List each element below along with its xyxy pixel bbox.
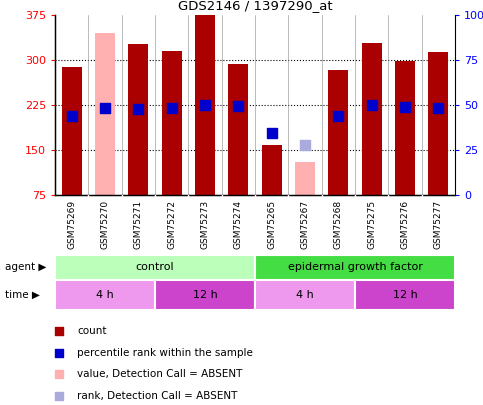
Point <box>55 328 63 335</box>
Text: percentile rank within the sample: percentile rank within the sample <box>77 348 253 358</box>
Text: agent ▶: agent ▶ <box>5 262 46 273</box>
Text: control: control <box>136 262 174 273</box>
Bar <box>155 280 255 310</box>
Bar <box>362 43 382 195</box>
Text: GSM75274: GSM75274 <box>234 200 243 249</box>
Point <box>201 102 209 108</box>
Text: GSM75276: GSM75276 <box>400 200 410 249</box>
Bar <box>62 67 82 195</box>
Bar <box>55 255 255 280</box>
Bar <box>395 61 415 195</box>
Text: GSM75271: GSM75271 <box>134 200 143 249</box>
Text: GSM75277: GSM75277 <box>434 200 443 249</box>
Point <box>68 113 75 119</box>
Bar <box>128 44 148 195</box>
Point <box>301 142 309 149</box>
Text: GSM75275: GSM75275 <box>367 200 376 249</box>
Text: 12 h: 12 h <box>393 290 417 300</box>
Point <box>134 106 142 113</box>
Text: rank, Detection Call = ABSENT: rank, Detection Call = ABSENT <box>77 391 237 401</box>
Text: GSM75269: GSM75269 <box>67 200 76 249</box>
Text: 4 h: 4 h <box>96 290 114 300</box>
Title: GDS2146 / 1397290_at: GDS2146 / 1397290_at <box>178 0 332 13</box>
Point <box>101 105 109 111</box>
Text: GSM75267: GSM75267 <box>300 200 310 249</box>
Point <box>55 393 63 399</box>
Point <box>368 102 375 108</box>
Bar <box>162 51 182 195</box>
Bar <box>95 33 115 195</box>
Point <box>168 105 175 111</box>
Text: value, Detection Call = ABSENT: value, Detection Call = ABSENT <box>77 369 242 379</box>
Point <box>401 104 409 110</box>
Text: GSM75268: GSM75268 <box>334 200 343 249</box>
Point <box>435 105 442 111</box>
Point <box>268 130 275 136</box>
Point <box>334 113 342 119</box>
Bar <box>355 280 455 310</box>
Bar <box>428 52 448 195</box>
Bar <box>295 162 315 195</box>
Point <box>55 350 63 356</box>
Bar <box>255 280 355 310</box>
Bar <box>255 255 455 280</box>
Bar <box>55 280 155 310</box>
Text: GSM75265: GSM75265 <box>267 200 276 249</box>
Bar <box>328 70 348 195</box>
Bar <box>262 145 282 195</box>
Text: epidermal growth factor: epidermal growth factor <box>287 262 423 273</box>
Text: count: count <box>77 326 106 336</box>
Bar <box>195 15 215 195</box>
Point <box>55 371 63 377</box>
Bar <box>228 64 248 195</box>
Point <box>234 103 242 109</box>
Text: 4 h: 4 h <box>296 290 314 300</box>
Text: GSM75270: GSM75270 <box>100 200 110 249</box>
Text: time ▶: time ▶ <box>5 290 40 300</box>
Text: GSM75273: GSM75273 <box>200 200 210 249</box>
Text: GSM75272: GSM75272 <box>167 200 176 249</box>
Text: 12 h: 12 h <box>193 290 217 300</box>
